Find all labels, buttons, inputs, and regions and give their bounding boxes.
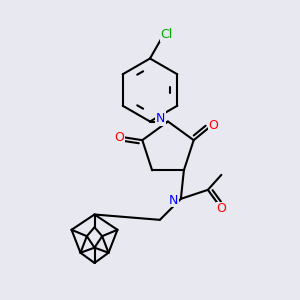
Text: Cl: Cl [160,28,172,41]
Text: O: O [216,202,226,215]
Text: N: N [169,194,178,207]
Text: N: N [156,112,165,125]
Text: O: O [114,131,124,144]
Text: O: O [208,119,218,132]
